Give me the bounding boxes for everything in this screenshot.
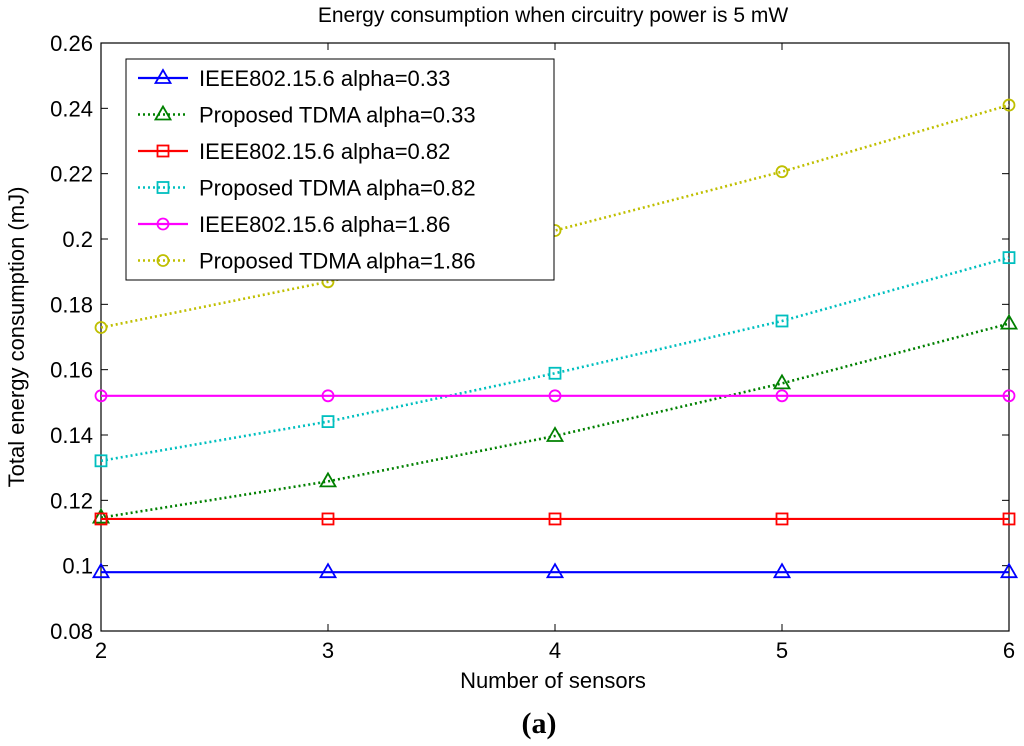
series-2: [91, 313, 1019, 524]
x-tick-label: 6: [1003, 638, 1015, 663]
legend: IEEE802.15.6 alpha=0.33 Proposed TDMA alp…: [125, 58, 555, 281]
data-point: [775, 389, 789, 403]
y-axis: 0.08 0.1 0.12 0.14 0.16 0.18 0.2 0.22 0.24 0.26: [50, 31, 1009, 644]
y-tick-label: 0.08: [50, 619, 93, 644]
data-point: [94, 512, 108, 526]
y-tick-label: 0.26: [50, 31, 93, 56]
data-point: [548, 512, 562, 526]
legend-entry: IEEE802.15.6 alpha=0.82: [138, 139, 450, 164]
data-point: [775, 314, 789, 328]
x-axis-label: Number of sensors: [460, 668, 646, 693]
legend-entry: IEEE802.15.6 alpha=0.33: [138, 66, 450, 91]
legend-marker: [153, 68, 173, 84]
data-point: [321, 512, 335, 526]
x-tick-label: 4: [549, 638, 561, 663]
data-point: [321, 415, 335, 429]
legend-label: Proposed TDMA alpha=0.82: [199, 176, 476, 201]
data-point: [1002, 98, 1016, 112]
legend-marker: [156, 181, 170, 194]
y-tick-label: 0.24: [50, 96, 93, 121]
legend-marker: [156, 254, 170, 267]
series-4: [94, 251, 1016, 468]
series-5: [94, 389, 1016, 403]
legend-label: IEEE802.15.6 alpha=0.33: [199, 66, 450, 91]
data-point: [548, 366, 562, 380]
data-point: [94, 321, 108, 334]
legend-entry: IEEE802.15.6 alpha=1.86: [138, 212, 450, 237]
series-layer: [91, 98, 1019, 579]
series-1: [91, 562, 1019, 579]
y-tick-label: 0.2: [62, 227, 93, 252]
legend-entry: Proposed TDMA alpha=0.82: [138, 176, 476, 201]
y-tick-label: 0.12: [50, 488, 93, 513]
y-axis-label: Total energy consumption (mJ): [4, 187, 29, 488]
x-tick-label: 3: [322, 638, 334, 663]
legend-marker: [153, 104, 173, 121]
legend-marker: [156, 217, 170, 231]
chart-title: Energy consumption when circuitry power …: [318, 4, 789, 27]
data-point: [999, 313, 1019, 330]
data-point: [318, 562, 338, 579]
data-point: [775, 165, 789, 179]
data-point: [1002, 389, 1016, 403]
y-tick-label: 0.22: [50, 162, 93, 187]
figure-caption: (a): [522, 707, 557, 740]
data-point: [1002, 251, 1016, 265]
legend-box: [125, 58, 555, 281]
data-point: [91, 507, 111, 524]
legend-entry: Proposed TDMA alpha=1.86: [138, 249, 476, 274]
data-point: [548, 389, 562, 403]
y-tick-label: 0.1: [62, 554, 93, 579]
legend-marker: [156, 144, 170, 158]
data-point: [318, 471, 338, 488]
data-point: [321, 389, 335, 403]
data-point: [94, 389, 108, 403]
x-tick-label: 5: [776, 638, 788, 663]
y-tick-label: 0.14: [50, 423, 93, 448]
data-point: [775, 512, 789, 526]
series-3: [94, 512, 1016, 526]
legend-label: IEEE802.15.6 alpha=1.86: [199, 212, 450, 237]
series-line: [100, 322, 1010, 519]
legend-label: IEEE802.15.6 alpha=0.82: [199, 139, 450, 164]
data-point: [545, 562, 565, 579]
legend-label: Proposed TDMA alpha=1.86: [199, 249, 476, 274]
x-axis: 2 3 4 5 6: [95, 43, 1015, 663]
data-point: [999, 562, 1019, 579]
legend-entry: Proposed TDMA alpha=0.33: [138, 103, 476, 128]
data-point: [772, 373, 792, 390]
data-point: [545, 426, 565, 442]
legend-label: Proposed TDMA alpha=0.33: [199, 103, 476, 128]
x-tick-label: 2: [95, 638, 107, 663]
data-point: [91, 562, 111, 579]
y-tick-label: 0.16: [50, 358, 93, 383]
data-point: [94, 454, 108, 468]
data-point: [772, 562, 792, 579]
data-point: [1002, 512, 1016, 526]
y-tick-label: 0.18: [50, 292, 93, 317]
